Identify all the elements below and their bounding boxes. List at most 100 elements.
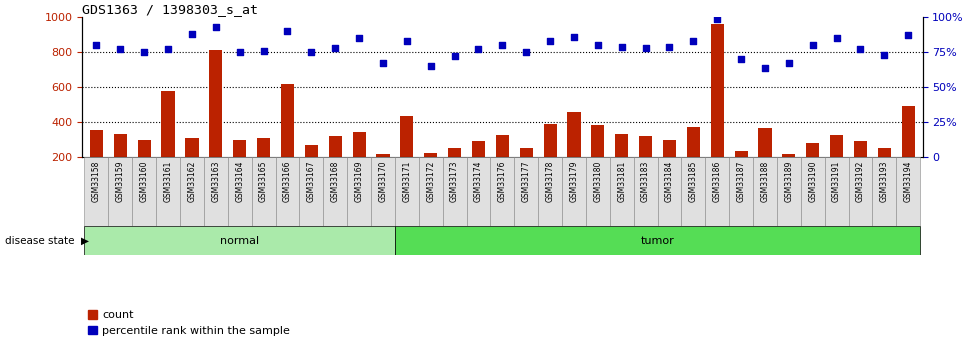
Text: GSM33191: GSM33191	[832, 160, 841, 202]
Bar	[185, 138, 198, 157]
FancyBboxPatch shape	[634, 157, 658, 226]
Point	[733, 57, 749, 62]
FancyBboxPatch shape	[275, 157, 299, 226]
Point	[375, 61, 390, 66]
Point	[686, 38, 701, 44]
Text: GSM33192: GSM33192	[856, 160, 865, 202]
FancyBboxPatch shape	[251, 157, 275, 226]
Bar	[257, 138, 270, 157]
FancyBboxPatch shape	[514, 157, 538, 226]
Text: GSM33159: GSM33159	[116, 160, 125, 202]
Legend: count, percentile rank within the sample: count, percentile rank within the sample	[88, 310, 290, 336]
Text: GSM33187: GSM33187	[737, 160, 746, 202]
Bar	[281, 83, 294, 157]
FancyBboxPatch shape	[442, 157, 467, 226]
FancyBboxPatch shape	[562, 157, 586, 226]
FancyBboxPatch shape	[729, 157, 753, 226]
Bar	[663, 139, 676, 157]
Bar	[90, 130, 103, 157]
Text: GSM33193: GSM33193	[880, 160, 889, 202]
FancyBboxPatch shape	[180, 157, 204, 226]
Text: GSM33190: GSM33190	[809, 160, 817, 202]
Bar	[878, 148, 891, 157]
Bar	[591, 125, 605, 157]
Bar	[448, 148, 461, 157]
Point	[853, 47, 868, 52]
FancyBboxPatch shape	[228, 157, 251, 226]
Text: GSM33185: GSM33185	[689, 160, 697, 202]
Text: tumor: tumor	[640, 236, 674, 246]
Bar	[471, 141, 485, 157]
Text: GSM33167: GSM33167	[307, 160, 316, 202]
Text: normal: normal	[220, 236, 259, 246]
Text: GSM33183: GSM33183	[641, 160, 650, 202]
FancyBboxPatch shape	[418, 157, 442, 226]
FancyBboxPatch shape	[705, 157, 729, 226]
Bar	[901, 106, 915, 157]
Point	[566, 34, 582, 40]
Bar	[424, 152, 438, 157]
Bar	[830, 135, 843, 157]
FancyBboxPatch shape	[610, 157, 634, 226]
FancyBboxPatch shape	[896, 157, 921, 226]
Bar	[758, 128, 772, 157]
Point	[423, 63, 439, 69]
Point	[256, 48, 271, 53]
Point	[447, 53, 463, 59]
FancyBboxPatch shape	[538, 157, 562, 226]
FancyBboxPatch shape	[132, 157, 156, 226]
FancyBboxPatch shape	[872, 157, 896, 226]
FancyBboxPatch shape	[777, 157, 801, 226]
Bar	[353, 132, 366, 157]
Point	[638, 45, 653, 51]
Bar	[328, 136, 342, 157]
FancyBboxPatch shape	[586, 157, 610, 226]
Point	[542, 38, 557, 44]
Point	[781, 61, 797, 66]
Point	[900, 33, 916, 38]
Bar	[520, 148, 533, 157]
Text: GSM33188: GSM33188	[760, 160, 770, 202]
Point	[757, 65, 773, 70]
Point	[709, 16, 724, 21]
Point	[614, 44, 630, 49]
Text: GSM33184: GSM33184	[665, 160, 674, 202]
Bar	[544, 124, 556, 157]
FancyBboxPatch shape	[299, 157, 324, 226]
Text: GSM33173: GSM33173	[450, 160, 459, 202]
FancyBboxPatch shape	[848, 157, 872, 226]
Text: GSM33165: GSM33165	[259, 160, 268, 202]
Bar	[114, 134, 127, 157]
Text: GSM33166: GSM33166	[283, 160, 292, 202]
FancyBboxPatch shape	[371, 157, 395, 226]
Text: GSM33194: GSM33194	[904, 160, 913, 202]
Bar	[210, 50, 222, 157]
Point	[399, 38, 414, 44]
FancyBboxPatch shape	[825, 157, 848, 226]
Point	[208, 24, 223, 30]
Text: GSM33164: GSM33164	[235, 160, 244, 202]
Point	[185, 31, 200, 37]
Text: GSM33181: GSM33181	[617, 160, 626, 202]
Text: disease state  ▶: disease state ▶	[5, 236, 89, 246]
Point	[303, 49, 319, 55]
Point	[89, 42, 104, 48]
Text: GSM33168: GSM33168	[330, 160, 340, 202]
Point	[352, 36, 367, 41]
Point	[232, 49, 247, 55]
Point	[662, 44, 677, 49]
Point	[495, 42, 510, 48]
FancyBboxPatch shape	[204, 157, 228, 226]
Bar	[782, 154, 795, 157]
Point	[805, 42, 820, 48]
Text: GSM33179: GSM33179	[569, 160, 579, 202]
Text: GSM33189: GSM33189	[784, 160, 793, 202]
Point	[160, 47, 176, 52]
FancyBboxPatch shape	[108, 157, 132, 226]
Text: GSM33172: GSM33172	[426, 160, 436, 202]
Text: GSM33160: GSM33160	[140, 160, 149, 202]
Point	[280, 28, 296, 34]
Point	[590, 42, 606, 48]
FancyBboxPatch shape	[658, 157, 681, 226]
Point	[113, 47, 128, 52]
